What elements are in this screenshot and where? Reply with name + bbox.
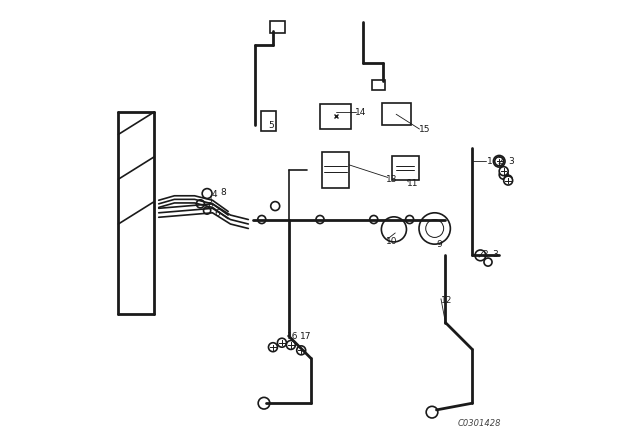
Bar bbox=[392, 155, 419, 180]
Text: 17: 17 bbox=[300, 332, 312, 341]
Bar bbox=[260, 111, 276, 131]
Text: 6: 6 bbox=[214, 209, 220, 218]
Text: 11: 11 bbox=[407, 179, 419, 188]
Circle shape bbox=[269, 343, 278, 352]
Text: 13: 13 bbox=[386, 175, 397, 184]
Text: 16: 16 bbox=[287, 332, 299, 341]
Text: 3: 3 bbox=[493, 250, 498, 259]
Text: 2: 2 bbox=[498, 157, 504, 166]
Circle shape bbox=[504, 176, 513, 185]
Text: 4: 4 bbox=[212, 190, 217, 199]
Bar bbox=[371, 80, 385, 90]
Text: 7: 7 bbox=[205, 202, 211, 211]
Text: 3: 3 bbox=[508, 157, 514, 166]
Text: 2: 2 bbox=[483, 250, 488, 259]
Bar bbox=[269, 21, 285, 33]
Bar bbox=[320, 104, 351, 129]
Circle shape bbox=[495, 157, 504, 166]
Text: C0301428: C0301428 bbox=[458, 419, 500, 428]
Bar bbox=[381, 103, 411, 125]
Text: 14: 14 bbox=[355, 108, 366, 116]
Text: 10: 10 bbox=[386, 237, 397, 246]
Text: 15: 15 bbox=[419, 125, 430, 134]
Text: 5: 5 bbox=[269, 121, 274, 130]
Text: 12: 12 bbox=[441, 296, 452, 305]
Text: 8: 8 bbox=[221, 188, 227, 197]
Circle shape bbox=[278, 338, 287, 347]
Bar bbox=[323, 152, 349, 188]
Text: 1: 1 bbox=[486, 157, 492, 166]
Circle shape bbox=[287, 340, 296, 349]
Circle shape bbox=[499, 167, 508, 176]
Circle shape bbox=[297, 346, 306, 355]
Text: 9: 9 bbox=[436, 240, 442, 249]
